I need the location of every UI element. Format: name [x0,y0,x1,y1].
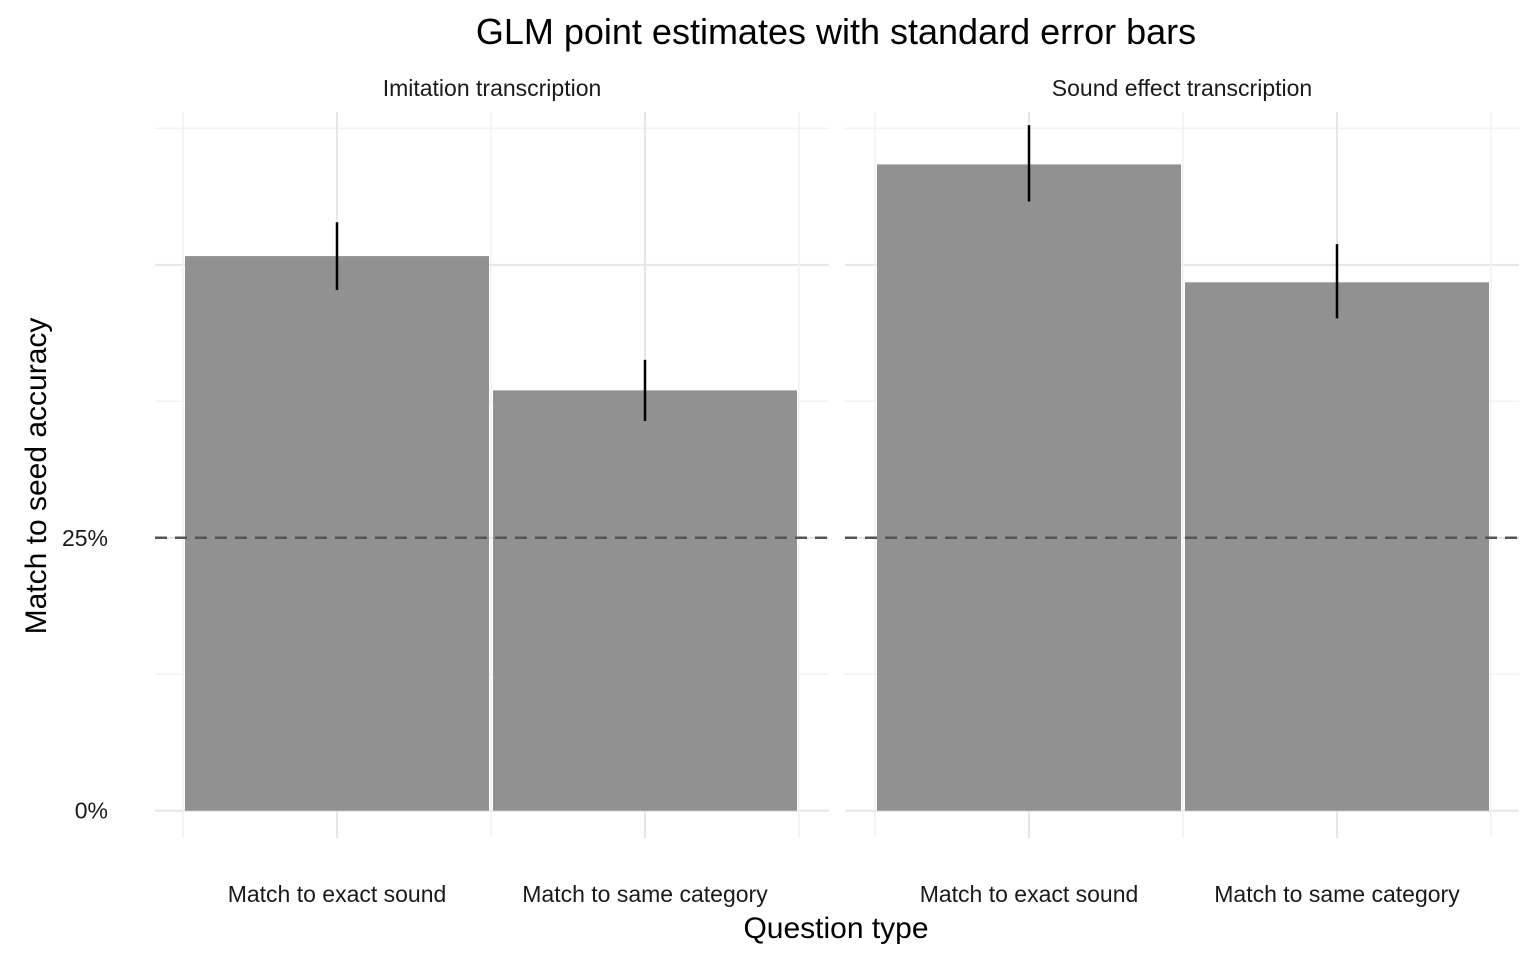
bars [185,164,1489,811]
error-bars [335,125,1339,421]
bar [185,256,489,811]
bar [493,390,797,811]
y-tick-label: 0% [75,798,108,824]
bar [1185,282,1489,811]
facet-label: Imitation transcription [383,75,602,101]
y-tick-label: 25% [62,525,108,551]
chart-title: GLM point estimates with standard error … [476,11,1196,52]
x-axis-title: Question type [743,912,928,945]
x-tick-label: Match to same category [522,881,768,907]
x-tick-label: Match to exact sound [228,881,447,907]
y-axis-title: Match to seed accuracy [20,318,53,635]
bar [877,164,1181,811]
labels: 0% 25% Imitation transcription Match to exa… [62,75,1460,907]
x-tick-label: Match to exact sound [920,881,1139,907]
x-tick-label: Match to same category [1214,881,1460,907]
facet-label: Sound effect transcription [1052,75,1312,101]
